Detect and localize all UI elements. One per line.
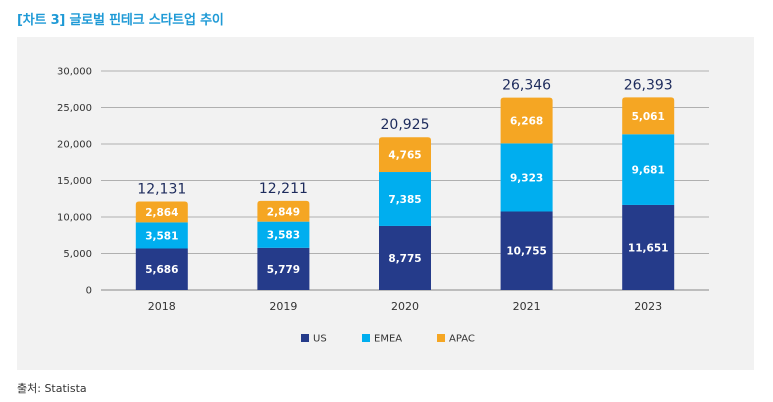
segment-value-label: 5,779	[267, 264, 300, 276]
bar-segment-apac	[257, 200, 310, 222]
segment-value-label: 2,849	[267, 206, 300, 218]
segment-value-label: 3,581	[145, 230, 178, 242]
total-value-label: 26,346	[502, 78, 551, 94]
x-tick-label: 2021	[513, 300, 541, 313]
legend-swatch-emea	[362, 334, 370, 342]
segment-value-label: 6,268	[510, 116, 543, 128]
y-tick-label: 20,000	[57, 140, 92, 151]
y-tick-label: 10,000	[57, 213, 92, 224]
segment-value-label: 2,864	[145, 207, 178, 219]
x-tick-label: 2019	[269, 300, 297, 313]
legend-label-emea: EMEA	[374, 334, 402, 345]
bar-segment-emea	[622, 134, 675, 205]
segment-value-label: 7,385	[388, 194, 421, 206]
total-value-label: 20,925	[381, 117, 430, 133]
segment-value-label: 5,061	[632, 111, 665, 123]
bar-segment-us	[622, 204, 675, 290]
total-value-label: 26,393	[624, 77, 673, 93]
bar-segment-apac	[622, 97, 675, 135]
bar-segment-apac	[135, 201, 188, 223]
segment-value-label: 8,775	[388, 253, 421, 265]
legend-label-us: US	[313, 334, 327, 345]
segment-value-label: 4,765	[388, 150, 421, 162]
bar-segment-apac	[500, 97, 553, 144]
legend-swatch-us	[301, 334, 309, 342]
segment-value-label: 5,686	[145, 264, 178, 276]
bar-segment-us	[379, 225, 431, 290]
total-value-label: 12,211	[259, 181, 308, 197]
bar-segment-us	[135, 248, 188, 290]
y-tick-label: 5,000	[63, 249, 92, 260]
legend-swatch-apac	[437, 334, 445, 342]
stacked-bar-chart: 0 5,000 10,000 15,000 20,000 25,000 30,000 5,68…	[57, 67, 709, 345]
bar-segment-emea	[135, 222, 188, 249]
bar-segment-emea	[379, 172, 431, 226]
total-value-label: 12,131	[137, 181, 186, 197]
y-tick-label: 25,000	[57, 103, 92, 114]
legend-label-apac: APAC	[449, 334, 475, 345]
segment-value-label: 10,755	[506, 246, 547, 258]
x-tick-label: 2020	[391, 300, 419, 313]
x-tick-label: 2018	[148, 300, 176, 313]
segment-value-label: 9,323	[510, 172, 543, 184]
y-tick-label: 30,000	[57, 67, 92, 78]
chart-panel: 0 5,000 10,000 15,000 20,000 25,000 30,000 5,68…	[17, 37, 754, 370]
segment-value-label: 3,583	[267, 230, 300, 242]
bar-segment-emea	[500, 143, 553, 212]
bar-segment-us	[500, 211, 553, 290]
segment-value-label: 9,681	[632, 165, 665, 177]
y-tick-label: 0	[86, 286, 92, 297]
bar-segment-emea	[257, 221, 310, 248]
bar-segment-us	[257, 247, 310, 290]
y-tick-label: 15,000	[57, 176, 92, 187]
segment-value-label: 11,651	[628, 242, 669, 254]
x-tick-label: 2023	[634, 300, 662, 313]
source-note: 출처: Statista	[17, 382, 87, 395]
bar-segment-apac	[379, 137, 431, 173]
chart-title: [차트 3] 글로벌 핀테크 스타트업 추이	[17, 13, 224, 28]
